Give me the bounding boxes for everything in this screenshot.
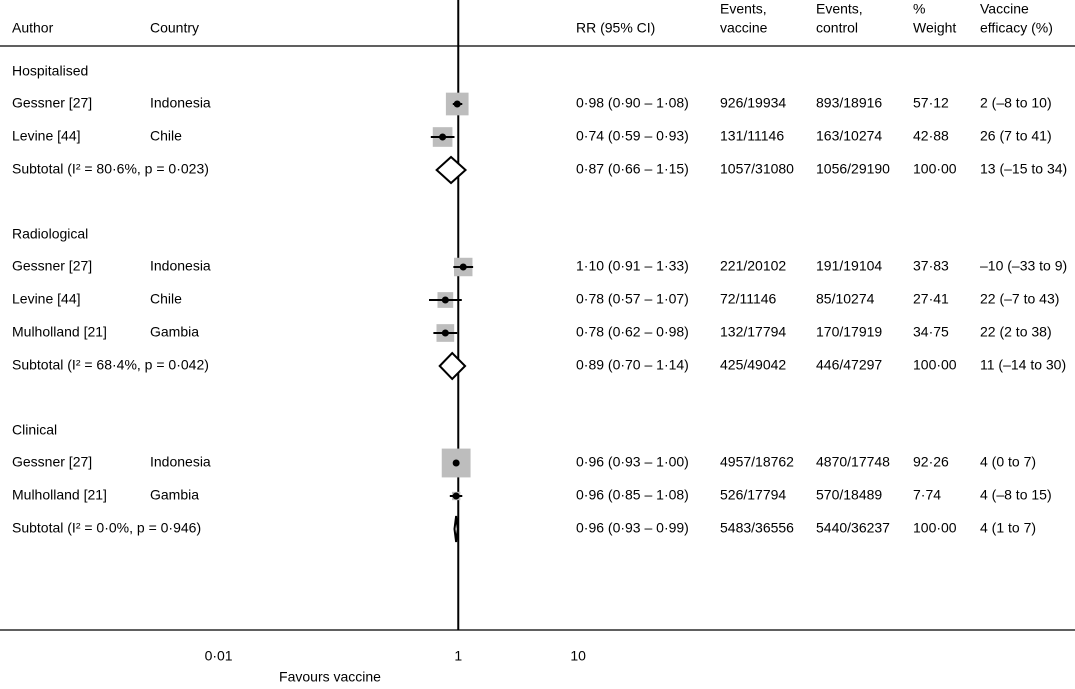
weight-text: 7·74 xyxy=(913,487,941,503)
group-label: Hospitalised xyxy=(12,63,88,79)
subtotal-label: Subtotal (I² = 80·6%, p = 0·023) xyxy=(12,161,209,177)
column-header: RR (95% CI) xyxy=(576,20,655,36)
efficacy-text: 26 (7 to 41) xyxy=(980,128,1052,144)
weight-text: 57·12 xyxy=(913,95,949,111)
column-header: efficacy (%) xyxy=(980,20,1053,36)
events-vaccine: 926/19934 xyxy=(720,95,786,111)
events-control: 5440/36237 xyxy=(816,520,890,536)
author: Gessner [27] xyxy=(12,95,92,111)
efficacy-text: 4 (0 to 7) xyxy=(980,454,1036,470)
rr-text: 0·87 (0·66 – 1·15) xyxy=(576,161,689,177)
efficacy-text: 4 (–8 to 15) xyxy=(980,487,1052,503)
events-vaccine: 72/11146 xyxy=(720,291,777,307)
author: Levine [44] xyxy=(12,128,81,144)
events-control: 191/19104 xyxy=(816,258,882,274)
column-header: Author xyxy=(12,20,54,36)
rr-text: 0·89 (0·70 – 1·14) xyxy=(576,357,689,373)
events-vaccine: 1057/31080 xyxy=(720,161,794,177)
rr-text: 0·96 (0·93 – 0·99) xyxy=(576,520,689,536)
country: Gambia xyxy=(150,324,199,340)
column-header: Events, xyxy=(816,1,863,17)
point-estimate xyxy=(452,492,460,500)
country: Indonesia xyxy=(150,454,211,470)
efficacy-text: 2 (–8 to 10) xyxy=(980,95,1052,111)
rr-text: 0·96 (0·93 – 1·00) xyxy=(576,454,689,470)
events-control: 4870/17748 xyxy=(816,454,890,470)
events-control: 1056/29190 xyxy=(816,161,890,177)
point-estimate xyxy=(441,329,449,337)
point-estimate xyxy=(439,133,447,141)
country: Chile xyxy=(150,291,182,307)
efficacy-text: 11 (–14 to 30) xyxy=(980,357,1066,373)
events-vaccine: 132/17794 xyxy=(720,324,786,340)
weight-text: 100·00 xyxy=(913,520,957,536)
x-axis-label: Favours vaccine xyxy=(279,669,381,685)
point-estimate xyxy=(453,100,461,108)
efficacy-text: 22 (–7 to 43) xyxy=(980,291,1059,307)
subtotal-diamond xyxy=(453,515,459,543)
group-label: Clinical xyxy=(12,422,57,438)
subtotal-diamond xyxy=(435,155,468,185)
column-header: Weight xyxy=(913,20,956,36)
efficacy-text: 22 (2 to 38) xyxy=(980,324,1052,340)
events-control: 570/18489 xyxy=(816,487,882,503)
events-vaccine: 131/11146 xyxy=(720,128,784,144)
x-tick-label: 10 xyxy=(570,648,586,664)
group-label: Radiological xyxy=(12,226,88,242)
country: Indonesia xyxy=(150,258,211,274)
column-header: % xyxy=(913,1,925,17)
author: Mulholland [21] xyxy=(12,487,107,503)
column-header: Vaccine xyxy=(980,1,1029,17)
weight-text: 34·75 xyxy=(913,324,949,340)
events-vaccine: 5483/36556 xyxy=(720,520,794,536)
column-header: control xyxy=(816,20,858,36)
author: Gessner [27] xyxy=(12,258,92,274)
efficacy-text: 13 (–15 to 34) xyxy=(980,161,1067,177)
rr-text: 0·78 (0·62 – 0·98) xyxy=(576,324,689,340)
x-tick-label: 1 xyxy=(454,648,462,664)
weight-text: 42·88 xyxy=(913,128,949,144)
country: Chile xyxy=(150,128,182,144)
subtotal-diamond xyxy=(438,351,467,381)
rr-text: 0·78 (0·57 – 1·07) xyxy=(576,291,689,307)
rr-text: 1·10 (0·91 – 1·33) xyxy=(576,258,689,274)
events-control: 893/18916 xyxy=(816,95,882,111)
events-control: 170/17919 xyxy=(816,324,882,340)
column-header: Country xyxy=(150,20,199,36)
weight-text: 92·26 xyxy=(913,454,949,470)
efficacy-text: 4 (1 to 7) xyxy=(980,520,1036,536)
column-header: vaccine xyxy=(720,20,768,36)
events-control: 163/10274 xyxy=(816,128,882,144)
column-header: Events, xyxy=(720,1,767,17)
point-estimate xyxy=(459,263,467,271)
events-control: 446/47297 xyxy=(816,357,882,373)
country: Gambia xyxy=(150,487,199,503)
point-estimate xyxy=(441,296,449,304)
events-control: 85/10274 xyxy=(816,291,875,307)
rr-text: 0·98 (0·90 – 1·08) xyxy=(576,95,689,111)
events-vaccine: 4957/18762 xyxy=(720,454,794,470)
point-estimate xyxy=(452,459,460,467)
country: Indonesia xyxy=(150,95,211,111)
subtotal-label: Subtotal (I² = 0·0%, p = 0·946) xyxy=(12,520,201,536)
events-vaccine: 526/17794 xyxy=(720,487,786,503)
author: Mulholland [21] xyxy=(12,324,107,340)
weight-text: 27·41 xyxy=(913,291,949,307)
rr-text: 0·74 (0·59 – 0·93) xyxy=(576,128,689,144)
events-vaccine: 425/49042 xyxy=(720,357,786,373)
x-tick-label: 0·01 xyxy=(205,648,233,664)
author: Gessner [27] xyxy=(12,454,92,470)
author: Levine [44] xyxy=(12,291,81,307)
rr-text: 0·96 (0·85 – 1·08) xyxy=(576,487,689,503)
efficacy-text: –10 (–33 to 9) xyxy=(980,258,1067,274)
events-vaccine: 221/20102 xyxy=(720,258,786,274)
weight-text: 37·83 xyxy=(913,258,949,274)
subtotal-label: Subtotal (I² = 68·4%, p = 0·042) xyxy=(12,357,209,373)
weight-text: 100·00 xyxy=(913,357,957,373)
weight-text: 100·00 xyxy=(913,161,957,177)
